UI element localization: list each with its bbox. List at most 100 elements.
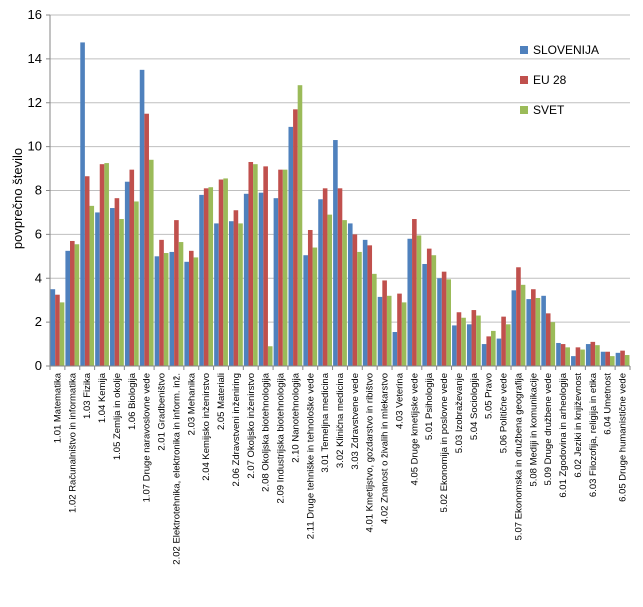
bar-svet: [253, 164, 258, 366]
bar-slovenija: [199, 194, 204, 366]
bar-slovenija: [437, 278, 442, 366]
legend-label: SLOVENIJA: [533, 43, 599, 57]
x-tick-label: 1.05 Zemlja in okolje: [112, 373, 123, 460]
y-tick-label: 6: [35, 226, 42, 241]
bar-slovenija: [154, 256, 160, 366]
bar-slovenija: [243, 193, 249, 366]
bar-slovenija: [407, 238, 413, 366]
x-tick-label: 6.03 Filozofija, religija in etika: [588, 372, 599, 497]
bar-svet: [193, 257, 199, 366]
bar-svet: [223, 178, 228, 366]
bar-slovenija: [318, 199, 323, 366]
bar-slovenija: [362, 239, 368, 366]
bar-slovenija: [124, 181, 130, 366]
bar-slovenija: [615, 352, 621, 366]
x-tick-label: 2.01 Gradbeništvo: [157, 373, 168, 451]
x-tick-label: 5.09 Druge družbene vede: [543, 373, 554, 486]
bar-svet: [550, 322, 556, 367]
bar-eu-28: [352, 234, 358, 367]
bar-svet: [416, 235, 422, 366]
x-tick-label: 4.05 Druge kmetijske vede: [409, 373, 420, 485]
bar-svet: [163, 253, 169, 366]
bar-svet: [297, 85, 303, 366]
bar-slovenija: [466, 324, 472, 366]
x-tick-label: 5.07 Ekonomska in družbena geografija: [513, 372, 524, 540]
x-tick-label: 1.07 Druge naravoslovne vede: [142, 373, 153, 502]
y-tick-labels: 0 2 4 6 8 10 12 14 16: [28, 7, 42, 373]
x-tick-label: 2.07 Okoljsko inženirstvo: [246, 373, 257, 479]
bar-svet: [148, 159, 154, 366]
bar-slovenija: [571, 356, 576, 366]
bar-svet: [386, 295, 392, 366]
x-tick-label: 1.06 Biologija: [127, 372, 138, 430]
bar-slovenija: [184, 261, 189, 366]
x-tick-label: 5.08 Mediji in komunikacije: [528, 373, 539, 487]
bar-slovenija: [303, 255, 308, 366]
bar-slovenija: [169, 251, 175, 366]
bar-svet: [104, 163, 109, 366]
legend: SLOVENIJA EU 28 SVET: [520, 43, 599, 117]
bar-eu-28: [322, 188, 328, 366]
bar-slovenija: [65, 250, 71, 366]
x-tick-label: 3.03 Zdravstvene vede: [350, 373, 361, 470]
x-tick-label: 1.03 Fizika: [82, 372, 93, 419]
bar-svet: [134, 201, 139, 366]
x-tick-label: 6.05 Druge humanistične vede: [618, 373, 629, 502]
bar-svet: [178, 242, 184, 366]
bar-slovenija: [481, 344, 487, 366]
x-tick-label: 5.05 Pravo: [484, 373, 495, 419]
x-tick-label: 6.04 Umetnost: [603, 373, 614, 435]
bar-slovenija: [229, 221, 234, 366]
bar-eu-28: [590, 341, 596, 366]
bar-eu-28: [412, 219, 417, 366]
bar-svet: [208, 187, 214, 366]
bar-svet: [535, 297, 541, 366]
bar-svet: [520, 284, 526, 366]
bar-eu-28: [501, 316, 506, 366]
bar-slovenija: [496, 338, 502, 366]
bar-eu-28: [203, 188, 209, 366]
bar-slovenija: [541, 295, 546, 366]
bar-svet: [476, 315, 481, 366]
y-tick-label: 16: [28, 7, 42, 22]
bar-eu-28: [441, 271, 447, 366]
bar-svet: [401, 302, 407, 366]
x-tick-label: 2.05 Materiali: [216, 373, 227, 430]
x-tick-label: 4.01 Kmetijstvo, gozdarstvo in ribištvo: [365, 373, 376, 532]
x-tick-label: 2.02 Elektrotehnika, elektronika in info…: [171, 373, 182, 565]
legend-label: SVET: [533, 103, 565, 117]
bar-slovenija: [392, 332, 398, 366]
bar-eu-28: [605, 351, 610, 366]
bar-svet: [267, 346, 273, 366]
bar-eu-28: [99, 164, 105, 366]
bar-svet: [342, 220, 347, 366]
bar-slovenija: [511, 290, 517, 366]
bar-eu-28: [174, 220, 179, 366]
bar-slovenija: [556, 342, 561, 366]
x-tick-label: 4.02 Znanost o živalih in mlekarstvo: [380, 373, 391, 524]
bar-eu-28: [575, 347, 581, 366]
bar-eu-28: [55, 294, 60, 366]
bar-svet: [312, 247, 318, 366]
bar-eu-28: [456, 312, 462, 366]
x-tick-label: 1.04 Kemija: [97, 372, 108, 423]
x-tick-label: 5.03 Izobraževanje: [454, 373, 465, 453]
bar-slovenija: [585, 344, 591, 366]
x-tick-label: 2.11 Druge tehniške in tehnološke vede: [305, 373, 316, 539]
bar-slovenija: [95, 212, 100, 366]
y-tick-label: 8: [35, 183, 42, 198]
bar-eu-28: [486, 336, 492, 366]
bar-slovenija: [273, 198, 279, 366]
bar-slovenija: [333, 140, 338, 366]
bar-eu-28: [397, 293, 402, 366]
bar-svet: [238, 223, 243, 366]
axes: [46, 14, 631, 370]
bar-slovenija: [110, 208, 115, 366]
bar-slovenija: [214, 223, 219, 366]
x-tick-label: 3.02 Klinična medicina: [335, 372, 346, 468]
bar-svet: [372, 273, 377, 366]
bar-eu-28: [188, 250, 194, 366]
bar-slovenija: [422, 263, 427, 366]
bar-svet: [595, 345, 600, 366]
bar-eu-28: [129, 169, 135, 366]
